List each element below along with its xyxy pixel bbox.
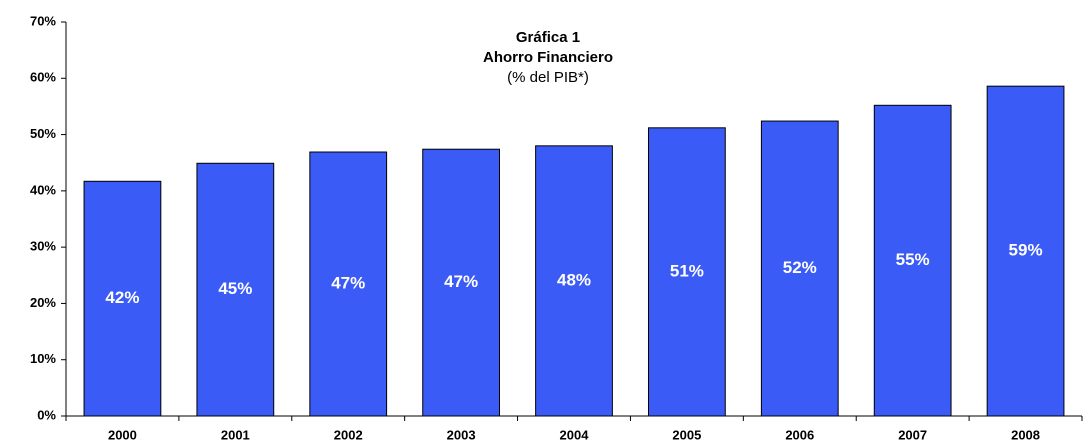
- value-label: 51%: [670, 261, 704, 280]
- chart-title: Ahorro Financiero: [483, 49, 613, 66]
- y-tick-label: 50%: [30, 126, 56, 141]
- y-tick-label: 20%: [30, 295, 56, 310]
- x-tick-label: 2007: [898, 427, 927, 442]
- y-tick-label: 0%: [37, 407, 56, 422]
- bar: [986, 85, 1065, 417]
- bar: [309, 151, 388, 417]
- x-tick-label: 2001: [221, 427, 250, 442]
- x-tick-label: 2002: [334, 427, 363, 442]
- bar: [760, 120, 839, 417]
- x-tick-label: 2004: [560, 427, 590, 442]
- value-label: 48%: [557, 270, 591, 289]
- x-tick-label: 2000: [108, 427, 137, 442]
- bar: [196, 162, 275, 417]
- y-tick-label: 30%: [30, 239, 56, 254]
- x-tick-label: 2008: [1011, 427, 1040, 442]
- chart-subtitle: (% del PIB*): [507, 69, 589, 86]
- bar: [83, 180, 162, 417]
- value-label: 55%: [896, 250, 930, 269]
- value-label: 42%: [105, 288, 139, 307]
- value-label: 52%: [783, 258, 817, 277]
- y-tick-label: 70%: [30, 13, 56, 28]
- y-tick-label: 40%: [30, 182, 56, 197]
- value-label: 47%: [331, 273, 365, 292]
- y-tick-label: 60%: [30, 70, 56, 85]
- chart-title: Gráfica 1: [516, 29, 580, 46]
- y-tick-label: 10%: [30, 351, 56, 366]
- x-tick-label: 2006: [785, 427, 814, 442]
- bar: [648, 127, 726, 417]
- x-tick-label: 2003: [447, 427, 476, 442]
- bar: [873, 104, 952, 417]
- value-label: 45%: [218, 279, 252, 298]
- bar: [535, 145, 613, 417]
- value-label: 47%: [444, 272, 478, 291]
- x-tick-label: 2005: [672, 427, 701, 442]
- value-label: 59%: [1009, 241, 1043, 260]
- bar: [422, 148, 500, 417]
